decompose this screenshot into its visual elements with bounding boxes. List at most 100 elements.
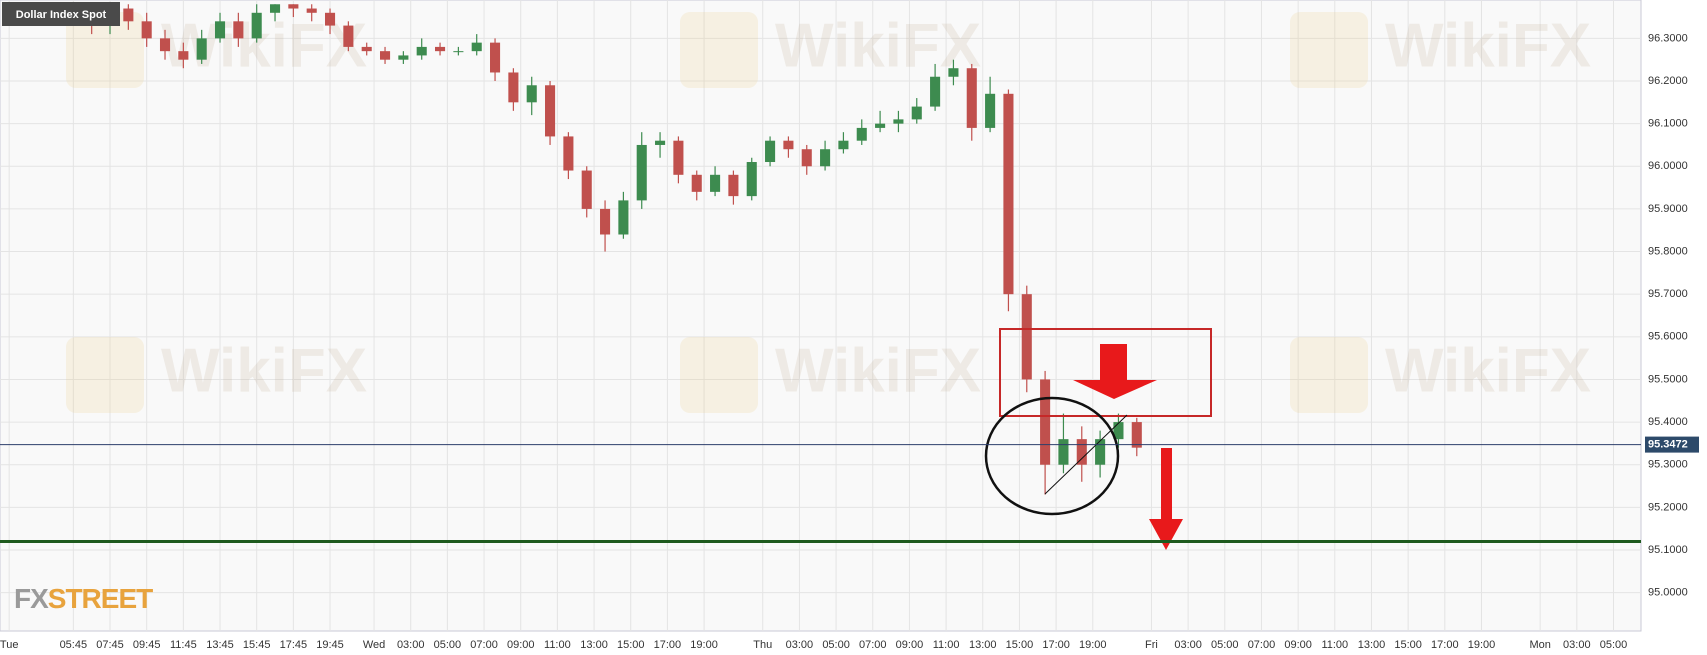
candle-body <box>490 42 501 73</box>
x-tick-label: 13:00 <box>1358 639 1386 651</box>
candle-body <box>875 123 886 128</box>
watermark-icon <box>1290 337 1368 413</box>
x-tick-label: 17:00 <box>654 639 682 651</box>
candle-body <box>600 208 611 235</box>
y-tick-label: 95.5000 <box>1648 373 1688 385</box>
x-tick-label: 13:45 <box>206 639 234 651</box>
watermark: WikiFX <box>775 336 981 405</box>
x-tick-label: 19:00 <box>1079 639 1107 651</box>
candle-body <box>251 12 262 39</box>
x-tick-label: 03:00 <box>1563 639 1591 651</box>
candle-body <box>710 174 721 192</box>
candle-body <box>820 149 831 167</box>
x-tick-label: 07:00 <box>859 639 887 651</box>
watermark: WikiFX <box>1385 336 1591 405</box>
candle-body <box>618 200 629 235</box>
x-tick-label: 15:00 <box>1006 639 1034 651</box>
candle-body <box>856 127 867 141</box>
x-tick-label: 05:00 <box>822 639 850 651</box>
x-tick-label: 09:45 <box>133 639 161 651</box>
candle-body <box>233 21 244 39</box>
candle-body <box>673 140 684 175</box>
x-tick-label: Thu <box>753 639 772 651</box>
candle-body <box>361 46 372 52</box>
candle-body <box>966 68 977 128</box>
watermark: WikiFX <box>1385 11 1591 80</box>
candle-body <box>581 170 592 209</box>
candle-body <box>1131 422 1142 448</box>
pattern-circle <box>984 396 1120 516</box>
candle-body <box>141 21 152 39</box>
candle-body <box>343 25 354 47</box>
x-tick-label: 09:00 <box>896 639 924 651</box>
watermarks: WikiFX WikiFX WikiFX WikiFX WikiFX WikiFX <box>66 11 1591 413</box>
x-tick-label: 03:00 <box>786 639 814 651</box>
candle-body <box>1095 439 1106 465</box>
trend-line <box>1044 414 1128 495</box>
candle-body <box>691 174 702 192</box>
x-tick-label: 13:00 <box>969 639 997 651</box>
x-tick-label: 11:00 <box>544 639 571 651</box>
candle-body <box>1076 439 1087 465</box>
watermark-icon <box>66 12 144 88</box>
x-tick-label: 15:00 <box>1394 639 1422 651</box>
logo-street: STREET <box>48 583 153 614</box>
candle-body <box>838 140 849 150</box>
y-tick-label: 95.3000 <box>1648 459 1688 471</box>
x-tick-label: Tue <box>0 639 18 651</box>
watermark: WikiFX <box>161 336 367 405</box>
x-tick-label: 05:00 <box>1600 639 1628 651</box>
candle-body <box>801 149 812 167</box>
x-tick-label: 11:00 <box>1321 639 1348 651</box>
x-tick-label: 07:00 <box>1248 639 1276 651</box>
watermark: WikiFX <box>161 11 367 80</box>
candle-body <box>159 38 171 52</box>
x-tick-label: 09:00 <box>507 639 535 651</box>
x-tick-label: Mon <box>1529 639 1550 651</box>
candle-body <box>1003 93 1014 295</box>
y-tick-label: 95.6000 <box>1648 331 1688 343</box>
candle-body <box>1058 439 1069 465</box>
y-tick-label: 96.1000 <box>1648 118 1688 130</box>
y-tick-label: 96.3000 <box>1648 32 1688 44</box>
x-tick-label: Wed <box>363 639 385 651</box>
x-tick-label: 05:00 <box>1211 639 1239 651</box>
candle-body <box>416 46 427 56</box>
candle-body <box>783 140 794 150</box>
title-box <box>2 2 120 26</box>
down-arrow <box>1073 344 1157 399</box>
candle-body <box>655 140 666 145</box>
candle-body <box>1021 294 1032 380</box>
x-tick-label: 19:00 <box>1468 639 1496 651</box>
y-tick-label: 95.8000 <box>1648 245 1688 257</box>
watermark-icon <box>1290 12 1368 88</box>
x-tick-label: 03:00 <box>1174 639 1202 651</box>
candle-body <box>526 85 537 103</box>
candle-body <box>545 85 556 137</box>
candles <box>68 4 1142 495</box>
candle-body <box>324 12 336 26</box>
plot-area <box>0 0 1642 632</box>
last-price-label: 95.3472 <box>1648 439 1688 451</box>
x-tick-label: 07:45 <box>96 639 124 651</box>
candle-body <box>508 72 519 103</box>
candle-body <box>196 38 207 60</box>
candle-body <box>471 42 482 52</box>
x-tick-label: 11:45 <box>170 639 197 651</box>
x-tick-label: 09:00 <box>1284 639 1312 651</box>
x-tick-label: 19:00 <box>690 639 718 651</box>
x-tick-label: 05:45 <box>60 639 88 651</box>
candle-body <box>269 4 281 13</box>
last-price-box <box>1645 436 1699 453</box>
candle-body <box>911 106 922 120</box>
y-tick-label: 95.2000 <box>1648 501 1688 513</box>
x-tick-label: 15:45 <box>243 639 271 651</box>
x-tick-label: 17:00 <box>1042 639 1070 651</box>
y-tick-label: 95.4000 <box>1648 416 1688 428</box>
x-tick-label: 19:45 <box>316 639 344 651</box>
grid <box>0 0 1641 631</box>
candle-body <box>728 174 739 197</box>
watermark-icon <box>680 337 758 413</box>
candle-body <box>930 76 941 107</box>
candle-body <box>435 46 446 52</box>
